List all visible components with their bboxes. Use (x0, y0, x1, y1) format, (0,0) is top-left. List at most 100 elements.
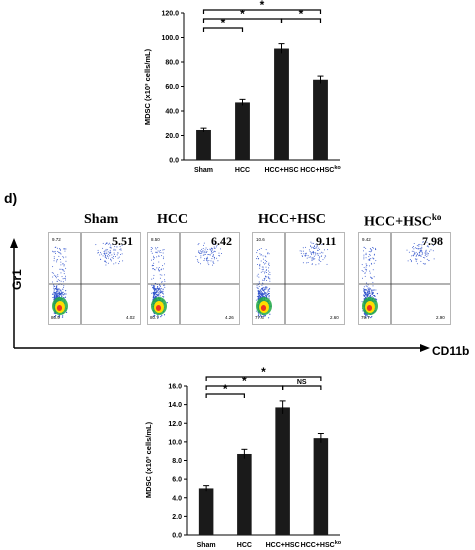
event-dot (112, 244, 114, 246)
event-dot (374, 295, 376, 298)
event-dot (310, 252, 312, 254)
event-dot (262, 295, 264, 297)
event-dot (369, 272, 371, 274)
event-dot (376, 293, 379, 295)
event-dot (112, 257, 114, 259)
bar (313, 438, 329, 535)
event-dot (59, 292, 61, 295)
event-dot (64, 279, 66, 281)
event-dot (153, 315, 156, 317)
flow-plot-percent: 7.98 (422, 234, 443, 248)
event-dot (410, 261, 412, 263)
event-dot (163, 296, 165, 298)
event-dot (206, 258, 208, 260)
event-dot (312, 258, 314, 260)
event-dot (411, 255, 413, 257)
event-dot (198, 250, 200, 252)
event-dot (162, 290, 164, 292)
event-dot (161, 274, 163, 276)
event-dot (153, 285, 156, 287)
event-dot (371, 278, 373, 280)
event-dot (410, 260, 412, 262)
event-dot (161, 255, 163, 257)
event-dot (215, 246, 217, 248)
event-dot (266, 291, 268, 293)
event-dot (60, 280, 62, 282)
event-dot (421, 247, 423, 249)
event-dot (102, 255, 104, 257)
bar (235, 102, 250, 160)
quadrant-ul: 10.6 (256, 237, 265, 242)
event-dot (65, 311, 68, 314)
event-dot (162, 288, 164, 290)
event-dot (302, 247, 304, 249)
event-dot (318, 263, 320, 265)
event-dot (158, 268, 160, 270)
event-dot (372, 285, 374, 287)
event-dot (265, 269, 267, 271)
event-dot (373, 258, 375, 260)
event-dot (259, 290, 261, 292)
event-dot (425, 253, 427, 255)
event-dot (107, 262, 109, 264)
event-dot (318, 257, 320, 259)
event-dot (104, 250, 106, 252)
event-dot (62, 315, 64, 317)
event-dot (258, 285, 260, 287)
event-dot (153, 274, 155, 276)
event-dot (53, 257, 55, 259)
event-dot (105, 264, 107, 266)
event-dot (59, 259, 61, 261)
event-dot (413, 255, 415, 257)
event-dot (258, 316, 260, 318)
event-dot (103, 253, 105, 255)
event-dot (256, 275, 258, 277)
event-dot (106, 242, 108, 244)
event-dot (256, 264, 258, 266)
event-dot (268, 288, 270, 290)
event-dot (264, 287, 266, 289)
event-dot (268, 267, 270, 269)
event-dot (258, 313, 260, 315)
event-dot (263, 315, 265, 317)
event-dot (61, 316, 64, 318)
event-dot (259, 253, 261, 255)
event-dot (202, 254, 204, 256)
event-dot (55, 246, 57, 248)
event-dot (365, 270, 367, 272)
event-dot (212, 255, 214, 257)
event-dot (263, 263, 265, 265)
event-dot (366, 289, 368, 291)
flow-plot-title-superscript: ko (431, 212, 442, 222)
event-dot (58, 288, 60, 290)
category-label: HCC+HSC (264, 167, 298, 174)
event-dot (52, 272, 54, 274)
event-dot (418, 245, 420, 247)
bar (275, 407, 290, 535)
event-dot (261, 284, 263, 286)
event-dot (257, 289, 259, 292)
event-dot (62, 278, 64, 280)
event-dot (314, 252, 316, 254)
y-tick-label: 10.0 (168, 439, 182, 446)
event-dot (301, 256, 303, 258)
event-dot (151, 252, 153, 254)
event-dot (60, 253, 62, 255)
event-dot (363, 258, 365, 260)
event-dot (263, 272, 265, 274)
event-dot (157, 250, 159, 252)
event-dot (153, 268, 155, 270)
event-dot (265, 256, 267, 258)
event-dot (60, 290, 62, 292)
event-dot (154, 289, 156, 291)
event-dot (56, 294, 58, 296)
event-dot (204, 258, 206, 260)
event-dot (117, 252, 119, 254)
event-dot (151, 265, 153, 267)
event-dot (366, 315, 368, 317)
event-dot (159, 295, 161, 297)
event-dot (156, 295, 158, 297)
quadrant-ll: 77.6 (255, 315, 264, 320)
event-dot (152, 315, 154, 317)
event-dot (366, 295, 368, 298)
